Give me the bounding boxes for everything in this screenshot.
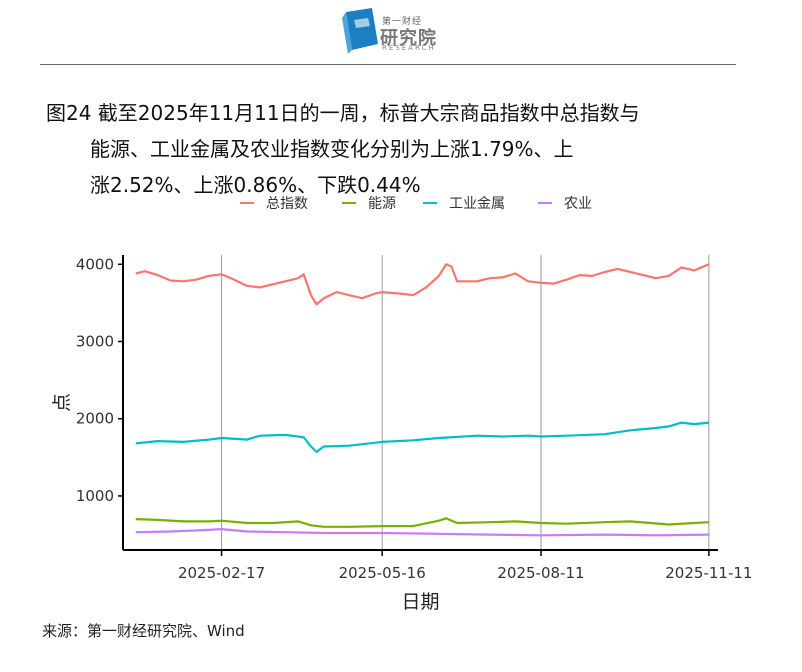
y-tick-label: 4000 (76, 255, 114, 273)
logo-mark-icon (342, 8, 378, 54)
series-line-3 (135, 421, 710, 453)
x-tick-label: 2025-02-17 (178, 564, 265, 582)
legend-label-1: 总指数 (266, 196, 308, 212)
legend-label-4: 农业 (564, 196, 592, 212)
y-tick-label: 2000 (76, 410, 114, 428)
source-note: 来源：第一财经研究院、Wind (42, 622, 245, 640)
chart-series (135, 263, 710, 537)
header-divider (40, 64, 736, 65)
chart-axes: 1000 2000 3000 4000 2025-02-17 2025-05-16 2025… (51, 255, 752, 613)
title-line-2: 能源、工业金属及农业指数变化分别为上涨1.79%、上 (90, 137, 574, 161)
legend-label-3: 工业金属 (449, 196, 505, 212)
series-line-1 (135, 263, 710, 306)
legend-label-2: 能源 (368, 196, 396, 212)
title-line-1: 图24 截至2025年11月11日的一周，标普大宗商品指数中总指数与 (46, 101, 640, 125)
logo-sub-text: RESEARCH (382, 44, 436, 52)
logo-top-text: 第一财经 (382, 17, 423, 27)
figure-title: 图24 截至2025年11月11日的一周，标普大宗商品指数中总指数与 能源、工业… (46, 95, 736, 203)
chart-gridlines (221, 255, 710, 550)
logo-main-text: 研究院 (380, 28, 437, 49)
series-line-4 (135, 527, 709, 537)
title-line-3: 涨2.52%、上涨0.86%、下跌0.44% (90, 173, 421, 197)
x-tick-label: 2025-05-16 (339, 564, 426, 582)
chart-legend: 总指数 能源 工业金属 农业 (240, 196, 592, 212)
y-axis-title: 点 (51, 393, 73, 412)
research-logo (342, 8, 378, 54)
x-tick-label: 2025-08-11 (497, 564, 584, 582)
y-tick-label: 1000 (76, 487, 114, 505)
x-axis-title: 日期 (401, 591, 439, 613)
y-tick-label: 3000 (76, 332, 114, 350)
series-line-2 (135, 517, 709, 528)
x-tick-label: 2025-11-11 (665, 564, 752, 582)
